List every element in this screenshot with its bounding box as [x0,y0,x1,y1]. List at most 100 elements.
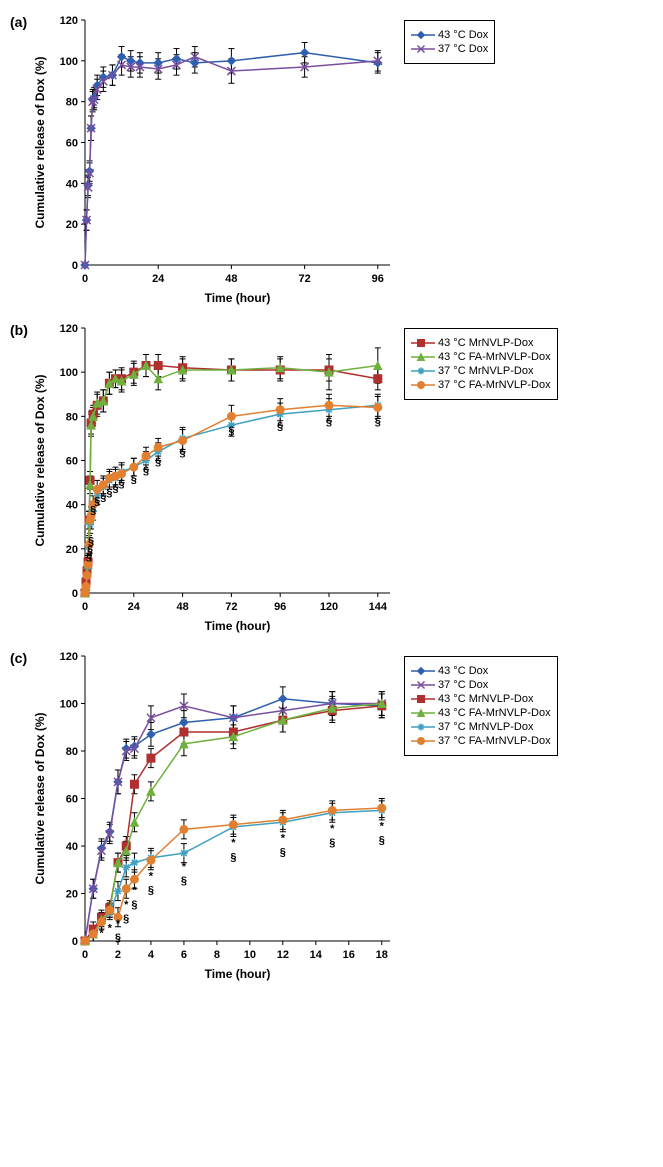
svg-text:144: 144 [369,601,388,613]
svg-text:*: * [380,820,385,832]
svg-text:*: * [330,823,335,835]
svg-text:72: 72 [298,273,310,285]
svg-text:60: 60 [66,138,78,150]
svg-text:6: 6 [181,949,187,961]
svg-text:§: § [143,465,149,477]
svg-text:*: * [124,899,129,911]
svg-text:120: 120 [60,323,78,335]
legend-label-dox43: 43 °C Dox [438,29,488,41]
svg-text:18: 18 [376,949,388,961]
legend-label-mr37: 37 °C MrNVLP-Dox [438,365,533,377]
svg-text:§: § [329,837,335,849]
panel-a: (a) 020406080100120024487296Time (hour)C… [10,10,650,310]
legend-item-dox37: 37 °C Dox [411,679,551,691]
svg-text:§: § [230,851,236,863]
legend-a: 43 °C Dox 37 °C Dox [404,20,495,64]
legend-item-fa43: 43 °C FA-MrNVLP-Dox [411,707,551,719]
svg-text:40: 40 [66,178,78,190]
svg-text:96: 96 [372,273,384,285]
svg-text:*: * [149,870,154,882]
svg-text:§: § [280,847,286,859]
svg-text:§: § [180,447,186,459]
panel-a-label: (a) [10,10,30,30]
legend-label-dox43: 43 °C Dox [438,665,488,677]
svg-text:*: * [116,918,121,930]
legend-label-fa43: 43 °C FA-MrNVLP-Dox [438,351,551,363]
svg-text:*: * [108,923,113,935]
svg-text:§: § [228,425,234,437]
svg-text:*: * [132,885,137,897]
svg-text:§: § [379,835,385,847]
svg-text:*: * [182,861,187,873]
legend-c: 43 °C Dox 37 °C Dox 43 °C MrNVLP-Dox 43 … [404,656,558,756]
svg-text:§: § [123,913,129,925]
legend-label-dox37: 37 °C Dox [438,679,488,691]
svg-text:120: 120 [60,15,78,27]
legend-item-mr37: 37 °C MrNVLP-Dox [411,365,551,377]
svg-text:16: 16 [343,949,355,961]
legend-item-dox37: 37 °C Dox [411,43,488,55]
legend-item-dox43: 43 °C Dox [411,29,488,41]
panel-c: (c) 020406080100120024681012141618Time (… [10,646,650,986]
chart-b: 020406080100120024487296120144Time (hour… [30,318,400,638]
svg-text:§: § [148,885,154,897]
svg-text:0: 0 [72,588,78,600]
svg-text:24: 24 [152,273,165,285]
svg-text:2: 2 [115,949,121,961]
svg-text:40: 40 [66,841,78,853]
svg-text:0: 0 [72,936,78,948]
svg-text:60: 60 [66,794,78,806]
legend-label-dox37: 37 °C Dox [438,43,488,55]
svg-text:§: § [131,474,137,486]
legend-label-fa37: 37 °C FA-MrNVLP-Dox [438,735,551,747]
svg-text:12: 12 [277,949,289,961]
legend-label-fa37: 37 °C FA-MrNVLP-Dox [438,379,551,391]
svg-text:§: § [326,416,332,428]
svg-text:Cumulative release of Dox (%): Cumulative release of Dox (%) [33,712,47,884]
svg-text:20: 20 [66,544,78,556]
legend-item-mr43: 43 °C MrNVLP-Dox [411,693,551,705]
figure-root: (a) 020406080100120024487296Time (hour)C… [10,10,650,986]
svg-text:120: 120 [320,601,338,613]
legend-label-fa43: 43 °C FA-MrNVLP-Dox [438,707,551,719]
svg-text:10: 10 [244,949,256,961]
legend-label-mr37: 37 °C MrNVLP-Dox [438,721,533,733]
svg-text:100: 100 [60,367,78,379]
legend-label-mr43: 43 °C MrNVLP-Dox [438,337,533,349]
svg-text:*: * [231,837,236,849]
panel-b-label: (b) [10,318,30,338]
legend-item-fa37: 37 °C FA-MrNVLP-Dox [411,379,551,391]
svg-text:0: 0 [82,949,88,961]
svg-text:80: 80 [66,746,78,758]
chart-c: 020406080100120024681012141618Time (hour… [30,646,400,986]
svg-text:48: 48 [176,601,188,613]
svg-text:§: § [131,899,137,911]
svg-text:100: 100 [60,699,78,711]
svg-text:§: § [88,535,94,547]
svg-text:§: § [115,932,121,944]
svg-text:48: 48 [225,273,237,285]
svg-text:14: 14 [310,949,323,961]
svg-text:Time (hour): Time (hour) [205,291,271,305]
svg-text:96: 96 [274,601,286,613]
panel-c-label: (c) [10,646,30,666]
legend-label-mr43: 43 °C MrNVLP-Dox [438,693,533,705]
svg-text:Cumulative release of Dox (%): Cumulative release of Dox (%) [33,374,47,546]
svg-text:20: 20 [66,219,78,231]
legend-item-mr43: 43 °C MrNVLP-Dox [411,337,551,349]
svg-text:20: 20 [66,889,78,901]
svg-text:0: 0 [82,273,88,285]
panel-b: (b) 020406080100120024487296120144Time (… [10,318,650,638]
svg-text:24: 24 [128,601,141,613]
svg-text:0: 0 [72,260,78,272]
svg-text:80: 80 [66,411,78,423]
svg-text:Time (hour): Time (hour) [205,967,271,981]
legend-item-dox43: 43 °C Dox [411,665,551,677]
svg-text:§: § [375,416,381,428]
svg-text:120: 120 [60,651,78,663]
svg-text:8: 8 [214,949,220,961]
svg-text:§: § [181,875,187,887]
svg-text:*: * [281,832,286,844]
svg-text:§: § [277,421,283,433]
legend-item-fa37: 37 °C FA-MrNVLP-Dox [411,735,551,747]
